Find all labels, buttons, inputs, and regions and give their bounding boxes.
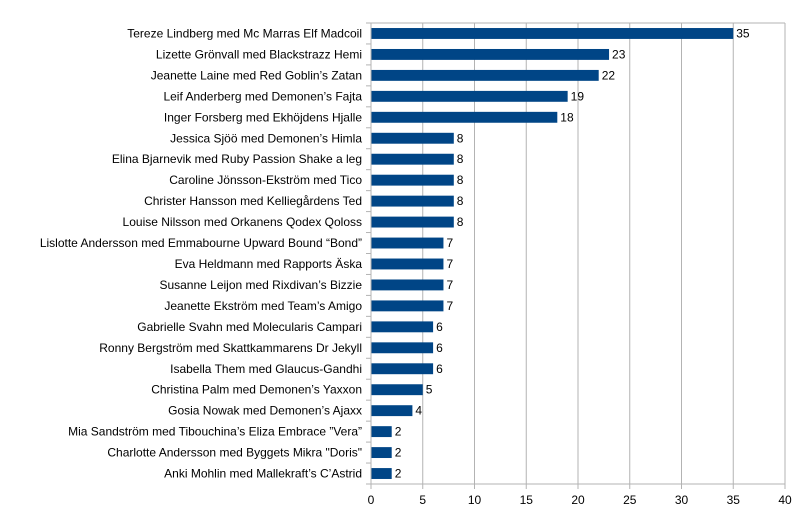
bars bbox=[371, 28, 734, 479]
bar bbox=[371, 216, 454, 228]
data-label: 6 bbox=[436, 341, 443, 355]
category-label: Gabrielle Svahn med Molecularis Campari bbox=[137, 320, 362, 334]
bar bbox=[371, 237, 444, 249]
bar bbox=[371, 111, 558, 123]
category-label: Charlotte Andersson med Byggets Mikra "D… bbox=[107, 446, 362, 460]
category-label: Christer Hansson med Kelliegårdens Ted bbox=[144, 194, 362, 208]
x-tick-label: 20 bbox=[571, 493, 585, 507]
bar bbox=[371, 174, 454, 186]
bar bbox=[371, 258, 444, 270]
bar bbox=[371, 426, 392, 438]
category-label: Ronny Bergström med Skattkammarens Dr Je… bbox=[99, 341, 362, 355]
data-label: 8 bbox=[457, 194, 464, 208]
category-label: Lislotte Andersson med Emmabourne Upward… bbox=[40, 236, 362, 250]
category-label: Lizette Grönvall med Blackstrazz Hemi bbox=[156, 47, 362, 61]
category-label: Elina Bjarnevik med Ruby Passion Shake a… bbox=[112, 152, 362, 166]
bar bbox=[371, 90, 568, 102]
data-label: 19 bbox=[571, 89, 585, 103]
category-label: Eva Heldmann med Rapports Äska bbox=[175, 257, 363, 271]
bar bbox=[371, 195, 454, 207]
category-label: Inger Forsberg med Ekhöjdens Hjalle bbox=[164, 110, 362, 124]
category-label: Susanne Leijon med Rixdivan’s Bizzie bbox=[159, 278, 362, 292]
category-label: Tereze Lindberg med Mc Marras Elf Madcoi… bbox=[127, 26, 362, 40]
bar bbox=[371, 153, 454, 165]
data-label: 5 bbox=[426, 383, 433, 397]
x-tick-label: 15 bbox=[520, 493, 534, 507]
axes bbox=[366, 22, 786, 489]
data-label: 7 bbox=[446, 236, 453, 250]
data-label: 7 bbox=[446, 299, 453, 313]
bar bbox=[371, 300, 444, 312]
bar bbox=[371, 28, 734, 39]
x-tick-label: 0 bbox=[368, 493, 375, 507]
data-label: 2 bbox=[395, 467, 402, 481]
data-label: 22 bbox=[602, 68, 616, 82]
category-label: Mia Sandström med Tibouchina’s Eliza Emb… bbox=[68, 425, 362, 439]
x-tick-label: 40 bbox=[778, 493, 792, 507]
data-label: 4 bbox=[415, 404, 422, 418]
category-label: Leif Anderberg med Demonen’s Fajta bbox=[163, 89, 362, 103]
bar bbox=[371, 342, 434, 354]
bar bbox=[371, 405, 413, 417]
data-label: 18 bbox=[560, 110, 574, 124]
category-label: Isabella Them med Glaucus-Gandhi bbox=[170, 362, 362, 376]
x-tick-label: 25 bbox=[623, 493, 637, 507]
data-label: 6 bbox=[436, 362, 443, 376]
data-label: 23 bbox=[612, 47, 626, 61]
category-label: Jessica Sjöö med Demonen’s Himla bbox=[170, 131, 362, 145]
data-label: 2 bbox=[395, 446, 402, 460]
data-label: 8 bbox=[457, 131, 464, 145]
data-label: 7 bbox=[446, 278, 453, 292]
data-label: 6 bbox=[436, 320, 443, 334]
category-label: Louise Nilsson med Orkanens Qodex Qoloss bbox=[123, 215, 362, 229]
data-label: 7 bbox=[446, 257, 453, 271]
bar bbox=[371, 69, 599, 81]
category-label: Anki Mohlin med Mallekraft’s C’Astrid bbox=[164, 467, 362, 481]
x-tick-label: 5 bbox=[419, 493, 426, 507]
x-tick-label: 10 bbox=[468, 493, 482, 507]
bar bbox=[371, 48, 610, 60]
category-label: Caroline Jönsson-Ekström med Tico bbox=[169, 173, 362, 187]
bar bbox=[371, 132, 454, 144]
category-label: Jeanette Ekström med Team’s Amigo bbox=[164, 299, 362, 313]
category-label: Jeanette Laine med Red Goblin’s Zatan bbox=[151, 68, 362, 82]
bar bbox=[371, 468, 392, 479]
bar bbox=[371, 321, 434, 333]
data-label: 2 bbox=[395, 425, 402, 439]
data-label: 8 bbox=[457, 152, 464, 166]
bar bbox=[371, 447, 392, 459]
data-label: 8 bbox=[457, 173, 464, 187]
bar bbox=[371, 279, 444, 291]
x-tick-label: 30 bbox=[675, 493, 689, 507]
category-label: Gosia Nowak med Demonen’s Ajaxx bbox=[168, 404, 362, 418]
data-label: 8 bbox=[457, 215, 464, 229]
category-label: Christina Palm med Demonen’s Yaxxon bbox=[151, 383, 362, 397]
x-tick-label: 35 bbox=[727, 493, 741, 507]
data-label: 35 bbox=[736, 26, 750, 40]
bar bbox=[371, 363, 434, 375]
bar bbox=[371, 384, 423, 396]
